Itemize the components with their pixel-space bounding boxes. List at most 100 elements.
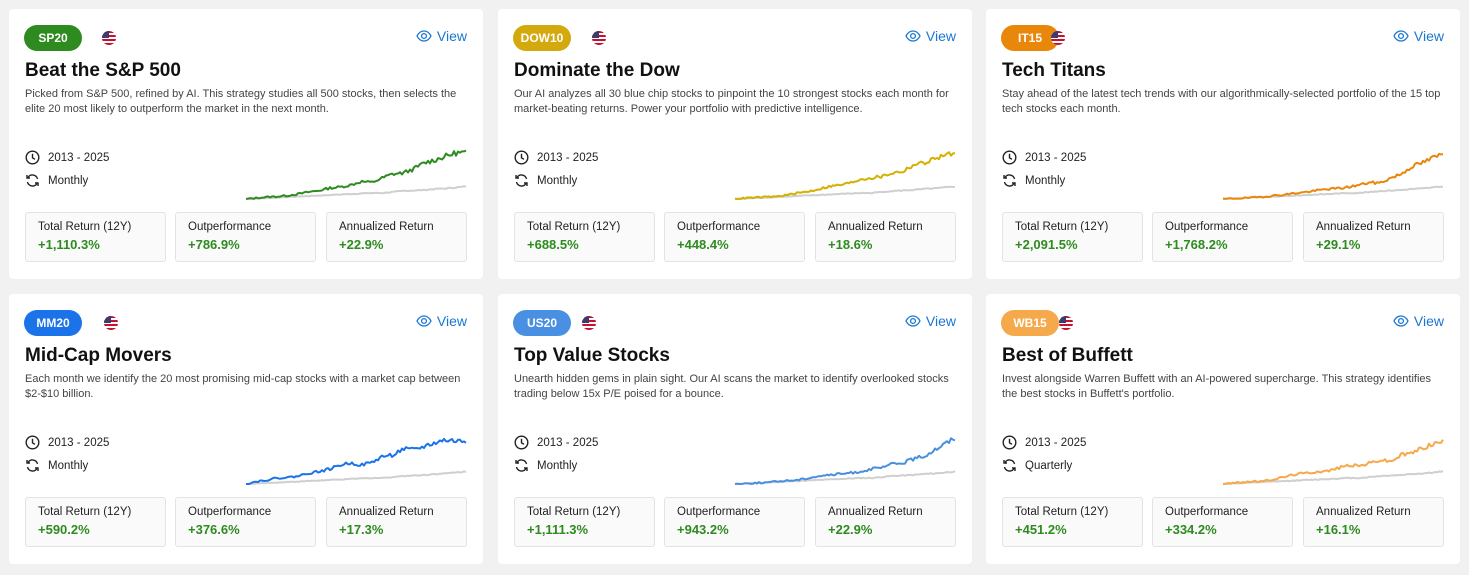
stat-box: Annualized Return +22.9%: [815, 497, 956, 547]
refresh-icon: [515, 174, 528, 187]
stat-label: Annualized Return: [339, 506, 434, 518]
us-flag-icon: [582, 316, 596, 330]
strategy-card: SP20 View Beat the S&P 500 Picked from S&P…: [9, 9, 483, 279]
stat-box: Annualized Return +22.9%: [326, 212, 467, 262]
view-label: View: [925, 28, 956, 44]
stat-value: +2,091.5%: [1015, 237, 1078, 252]
view-button[interactable]: View: [416, 313, 467, 329]
period-row: 2013 - 2025: [514, 150, 598, 165]
stat-value: +1,111.3%: [527, 522, 589, 537]
stat-box: Annualized Return +18.6%: [815, 212, 956, 262]
period-label: 2013 - 2025: [48, 151, 110, 164]
view-button[interactable]: View: [905, 28, 956, 44]
stat-label: Annualized Return: [1316, 506, 1411, 518]
stat-box: Total Return (12Y) +590.2%: [25, 497, 166, 547]
us-flag-icon: [1051, 31, 1065, 45]
frequency-row: Monthly: [25, 458, 88, 473]
stat-value: +448.4%: [677, 237, 729, 252]
frequency-label: Quarterly: [1025, 459, 1073, 472]
stat-box: Outperformance +1,768.2%: [1152, 212, 1293, 262]
strategy-description: Our AI analyzes all 30 blue chip stocks …: [514, 88, 949, 115]
frequency-row: Monthly: [1002, 173, 1065, 188]
strategy-description: Stay ahead of the latest tech trends wit…: [1002, 88, 1441, 115]
performance-chart: [245, 149, 467, 201]
period-label: 2013 - 2025: [537, 436, 599, 449]
strategy-badge: WB15: [1001, 310, 1059, 336]
stat-value: +590.2%: [38, 522, 90, 537]
view-button[interactable]: View: [905, 313, 956, 329]
stat-value: +376.6%: [188, 522, 240, 537]
clock-icon: [514, 150, 529, 165]
period-label: 2013 - 2025: [537, 151, 599, 164]
stat-box: Outperformance +376.6%: [175, 497, 316, 547]
strategy-title: Best of Buffett: [1002, 345, 1133, 366]
strategy-line: [1222, 152, 1444, 200]
performance-chart: [734, 151, 956, 200]
frequency-label: Monthly: [537, 459, 578, 472]
strategy-card: MM20 View Mid-Cap Movers Each month we ide…: [9, 294, 483, 564]
stat-label: Outperformance: [188, 506, 272, 518]
view-label: View: [1413, 28, 1444, 44]
view-button[interactable]: View: [1393, 28, 1444, 44]
stat-label: Outperformance: [1165, 221, 1249, 233]
strategy-line: [246, 149, 467, 200]
stat-box: Total Return (12Y) +688.5%: [514, 212, 655, 262]
period-row: 2013 - 2025: [25, 150, 109, 165]
stat-value: +1,110.3%: [38, 237, 100, 252]
us-flag-icon: [104, 316, 118, 330]
refresh-icon: [26, 174, 39, 187]
strategy-title: Top Value Stocks: [514, 345, 670, 366]
stat-box: Annualized Return +29.1%: [1303, 212, 1444, 262]
clock-icon: [1002, 435, 1017, 450]
period-row: 2013 - 2025: [514, 435, 598, 450]
stat-box: Outperformance +334.2%: [1152, 497, 1293, 547]
view-button[interactable]: View: [416, 28, 467, 44]
stat-value: +1,768.2%: [1165, 237, 1228, 252]
strategy-badge: US20: [513, 310, 571, 336]
strategy-line: [1223, 439, 1444, 485]
stat-label: Outperformance: [1165, 506, 1249, 518]
stat-value: +18.6%: [828, 237, 873, 252]
frequency-row: Quarterly: [1002, 458, 1072, 473]
strategy-line: [734, 437, 956, 485]
eye-icon: [905, 315, 921, 327]
strategy-description: Invest alongside Warren Buffett with an …: [1002, 373, 1432, 400]
stat-label: Total Return (12Y): [38, 506, 132, 518]
stat-box: Outperformance +448.4%: [664, 212, 805, 262]
us-flag-icon: [592, 31, 606, 45]
stat-label: Annualized Return: [828, 506, 923, 518]
stat-value: +29.1%: [1316, 237, 1361, 252]
strategy-card: WB15 View Best of Buffett Invest alongside…: [986, 294, 1460, 564]
view-label: View: [1413, 313, 1444, 329]
strategy-line: [246, 437, 467, 485]
frequency-label: Monthly: [48, 459, 89, 472]
stat-label: Total Return (12Y): [1015, 506, 1109, 518]
frequency-row: Monthly: [514, 173, 577, 188]
us-flag-icon: [1059, 316, 1073, 330]
stat-label: Outperformance: [677, 506, 761, 518]
refresh-icon: [26, 459, 39, 472]
stat-box: Outperformance +786.9%: [175, 212, 316, 262]
strategy-description: Each month we identify the 20 most promi…: [25, 373, 461, 400]
clock-icon: [25, 150, 40, 165]
view-button[interactable]: View: [1393, 313, 1444, 329]
frequency-label: Monthly: [1025, 174, 1066, 187]
us-flag-icon: [102, 31, 116, 45]
stat-box: Annualized Return +16.1%: [1303, 497, 1444, 547]
strategy-description: Picked from S&P 500, refined by AI. This…: [25, 88, 457, 115]
stat-box: Annualized Return +17.3%: [326, 497, 467, 547]
stat-box: Total Return (12Y) +1,111.3%: [514, 497, 655, 547]
view-label: View: [436, 313, 467, 329]
performance-chart: [1222, 439, 1444, 486]
stat-value: +334.2%: [1165, 522, 1217, 537]
stat-label: Total Return (12Y): [527, 221, 621, 233]
stat-box: Total Return (12Y) +451.2%: [1002, 497, 1143, 547]
frequency-row: Monthly: [514, 458, 577, 473]
strategy-description: Unearth hidden gems in plain sight. Our …: [514, 373, 949, 400]
period-label: 2013 - 2025: [48, 436, 110, 449]
stat-label: Outperformance: [188, 221, 272, 233]
eye-icon: [1393, 30, 1409, 42]
performance-chart: [734, 437, 956, 486]
benchmark-line: [245, 185, 467, 201]
refresh-icon: [1003, 174, 1016, 187]
